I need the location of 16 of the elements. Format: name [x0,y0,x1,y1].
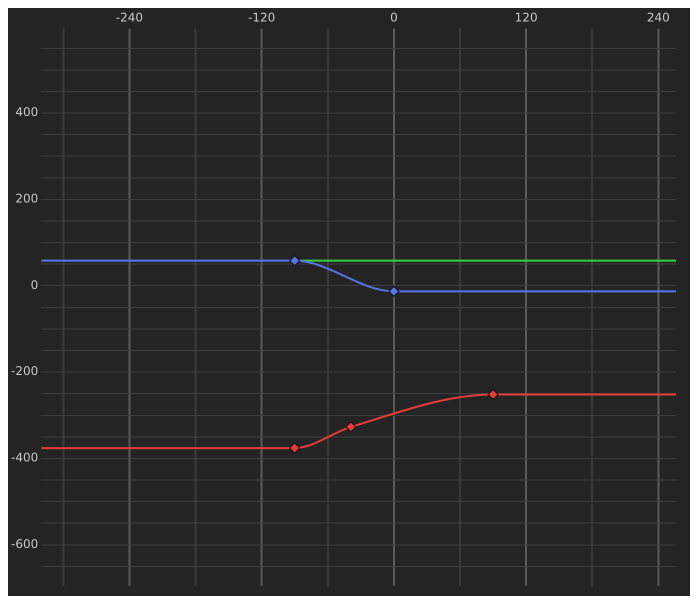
y-tick-label: -600 [11,536,38,551]
y-tick-label: -200 [11,364,38,378]
y-tick-label: -400 [11,450,38,465]
x-tick-label: 120 [514,10,538,24]
x-tick-label: 0 [390,10,398,24]
x-tick-label: 240 [646,10,670,24]
y-tick-label: 0 [30,278,38,292]
x-tick-label: -240 [116,10,144,24]
y-tick-label: 200 [15,192,38,206]
point [289,442,300,454]
x-tick-label: -120 [248,10,276,24]
point [289,255,300,266]
y-tick-label: 400 [15,105,38,120]
point [388,286,400,297]
point [488,389,499,400]
point [345,421,356,432]
